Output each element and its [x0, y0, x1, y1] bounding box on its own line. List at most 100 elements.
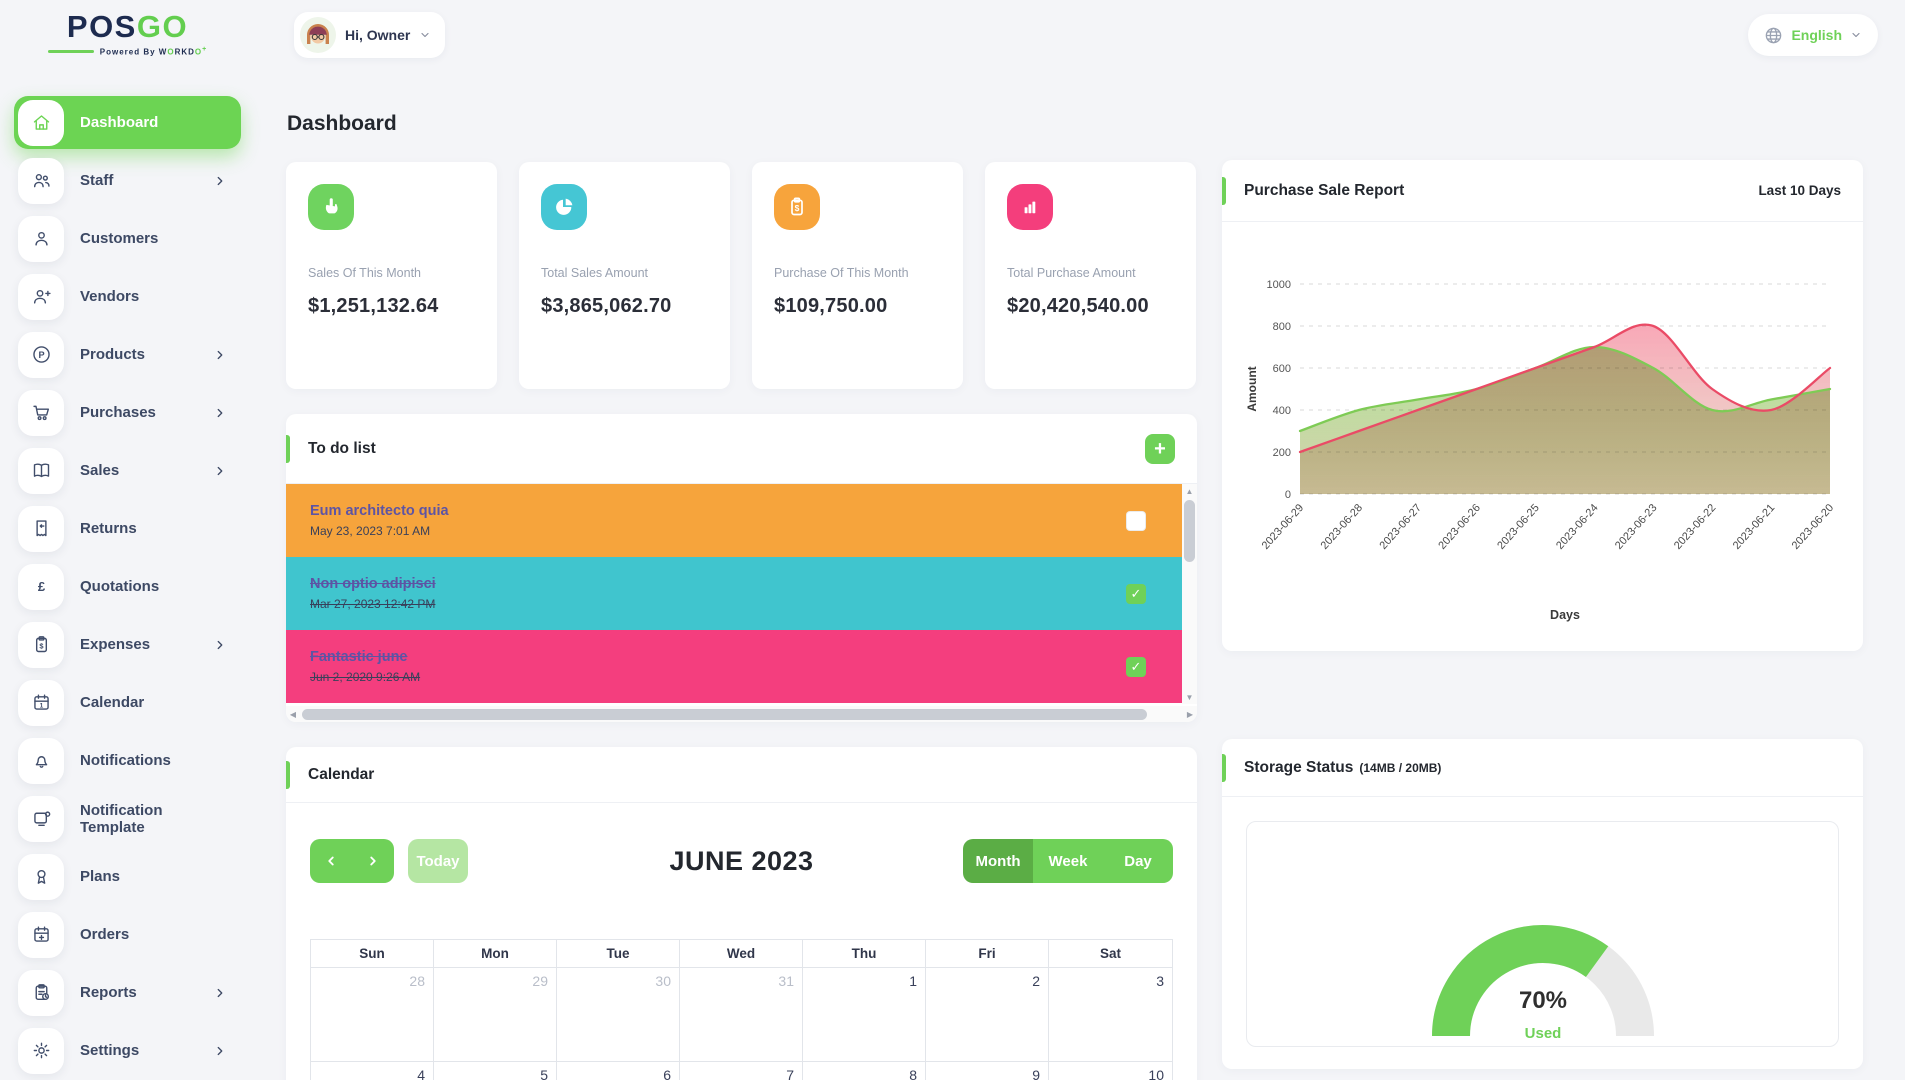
sidebar-item-notifications[interactable]: Notifications	[14, 734, 241, 787]
sidebar-item-purchases[interactable]: Purchases	[14, 386, 241, 439]
chevron-left-icon	[328, 856, 334, 866]
calendar-day-cell[interactable]: 1	[803, 967, 926, 1061]
brand-logo[interactable]: POSGO Powered By WORKDO+	[0, 9, 255, 57]
scroll-down-arrow[interactable]: ▼	[1185, 692, 1194, 702]
users-icon	[33, 174, 50, 188]
sidebar-item-returns[interactable]: Returns	[14, 502, 241, 555]
storage-status-card: Storage Status (14MB / 20MB) 70% Used	[1222, 739, 1863, 1069]
sidebar-item-vendors[interactable]: Vendors	[14, 270, 241, 323]
sidebar-item-calendar[interactable]: 1 Calendar	[14, 676, 241, 729]
award-icon	[36, 869, 46, 884]
todo-item-date: Mar 27, 2023 12:42 PM	[310, 597, 436, 611]
calendar-day-cell[interactable]: 2	[926, 967, 1049, 1061]
language-selector[interactable]: English	[1748, 14, 1878, 56]
sidebar-nav: Dashboard Staff Customers Vendors P Products P…	[0, 96, 255, 1080]
card-accent	[1222, 176, 1226, 205]
chevron-right-icon	[213, 986, 227, 1000]
calendar-day-cell[interactable]: 9	[926, 1061, 1049, 1080]
calendar-day-cell[interactable]: 28	[311, 967, 434, 1061]
sidebar-item-expenses[interactable]: $ Expenses	[14, 618, 241, 671]
add-todo-button[interactable]: +	[1145, 433, 1175, 464]
view-button-month[interactable]: Month	[963, 839, 1033, 883]
calendar-day-cell[interactable]: 30	[557, 967, 680, 1061]
today-button[interactable]: Today	[408, 839, 468, 883]
chevron-down-icon	[1850, 29, 1862, 41]
stat-card-4: Total Purchase Amount $20,420,540.00	[985, 162, 1196, 389]
svg-text:1: 1	[39, 702, 43, 709]
svg-text:2023-06-26: 2023-06-26	[1436, 502, 1483, 552]
calendar-grid: Sun Mon Tue Wed Thu Fri Sat 28 29 30 31 1 2 3 4 5 6 7 8 9 1…	[310, 939, 1173, 1080]
sidebar-item-products[interactable]: P Products	[14, 328, 241, 381]
calendar-day-cell[interactable]: 7	[680, 1061, 803, 1080]
sidebar-item-orders[interactable]: Orders	[14, 908, 241, 961]
sidebar: POSGO Powered By WORKDO+ Dashboard Staff C…	[0, 0, 255, 1080]
product-icon: P	[32, 346, 50, 363]
svg-text:2023-06-24: 2023-06-24	[1554, 502, 1601, 552]
sidebar-item-dashboard[interactable]: Dashboard	[14, 96, 241, 149]
chart-title: Purchase Sale Report	[1244, 181, 1405, 199]
calendar-day-cell[interactable]: 31	[680, 967, 803, 1061]
sidebar-item-settings[interactable]: Settings	[14, 1024, 241, 1077]
chevron-right-icon	[370, 856, 376, 866]
calendar-day-cell[interactable]: 4	[311, 1061, 434, 1080]
sidebar-item-reports[interactable]: Reports	[14, 966, 241, 1019]
horizontal-scrollbar-thumb[interactable]	[302, 708, 1147, 720]
calendar-day-cell[interactable]: 3	[1049, 967, 1172, 1061]
calendar-month-label: JUNE 2023	[669, 845, 814, 876]
prev-month-button[interactable]	[310, 839, 352, 883]
todo-checkbox[interactable]	[1126, 510, 1146, 531]
calendar-toolbar: Today JUNE 2023 Month Week Day	[310, 839, 1173, 883]
notification-template-icon	[33, 811, 50, 827]
view-button-day[interactable]: Day	[1103, 839, 1173, 883]
weekday-label: Mon	[434, 940, 557, 967]
storage-capacity-label: (14MB / 20MB)	[1359, 760, 1442, 775]
gauge-used-label: Used	[1524, 1025, 1561, 1042]
scroll-right-arrow[interactable]: ▶	[1186, 709, 1194, 719]
language-label: English	[1791, 27, 1842, 43]
sidebar-item-label: Reports	[80, 984, 137, 1001]
brand-name: POSGO	[66, 9, 189, 44]
user-plus-icon	[33, 289, 51, 304]
sidebar-item-sales[interactable]: Sales	[14, 444, 241, 497]
horizontal-scrollbar[interactable]: ◀ ▶	[286, 706, 1197, 722]
calendar-day-cell[interactable]: 8	[803, 1061, 926, 1080]
weekday-label: Fri	[926, 940, 1049, 967]
book-icon	[33, 463, 49, 478]
calendar-day-cell[interactable]: 29	[434, 967, 557, 1061]
view-button-week[interactable]: Week	[1033, 839, 1103, 883]
svg-text:Days: Days	[1550, 608, 1580, 622]
sidebar-item-staff[interactable]: Staff	[14, 154, 241, 207]
sidebar-item-label: Staff	[80, 172, 114, 189]
todo-checkbox[interactable]: ✓	[1126, 583, 1146, 604]
card-accent	[286, 760, 290, 789]
sidebar-item-customers[interactable]: Customers	[14, 212, 241, 265]
scroll-left-arrow[interactable]: ◀	[289, 709, 297, 719]
vertical-scrollbar[interactable]: ▲ ▼	[1182, 484, 1197, 704]
card-accent	[1222, 753, 1226, 782]
bell-icon	[35, 756, 47, 768]
pie-icon	[541, 184, 587, 230]
weekday-label: Sat	[1099, 946, 1121, 961]
calendar-day-cell[interactable]: 10	[1049, 1061, 1172, 1080]
sidebar-item-label: Expenses	[80, 636, 151, 653]
vertical-scrollbar-thumb[interactable]	[1184, 500, 1195, 562]
calendar-icon: 1	[33, 694, 49, 710]
sidebar-item-label: Quotations	[80, 578, 160, 595]
todo-item: Fantastic june Jun 2, 2020 9:26 AM ✓	[286, 630, 1182, 703]
next-month-button[interactable]	[352, 839, 394, 883]
chevron-right-icon	[213, 348, 227, 362]
sidebar-item-quotations[interactable]: £ Quotations	[14, 560, 241, 613]
sidebar-item-label: Customers	[80, 230, 159, 247]
calendar-day-cell[interactable]: 5	[434, 1061, 557, 1080]
cart-icon	[32, 405, 49, 421]
storage-gauge: 70% Used	[1431, 925, 1654, 1042]
stat-cards: Sales Of This Month $1,251,132.64 Total Sa…	[286, 162, 1197, 389]
calendar-day-cell[interactable]: 6	[557, 1061, 680, 1080]
sidebar-item-notification-template[interactable]: Notification Template	[14, 792, 241, 845]
user-menu[interactable]: Hi, Owner	[294, 12, 446, 58]
scroll-up-arrow[interactable]: ▲	[1185, 486, 1194, 496]
sidebar-item-plans[interactable]: Plans	[14, 850, 241, 903]
svg-text:2023-06-25: 2023-06-25	[1495, 502, 1542, 552]
todo-checkbox[interactable]: ✓	[1126, 656, 1146, 677]
